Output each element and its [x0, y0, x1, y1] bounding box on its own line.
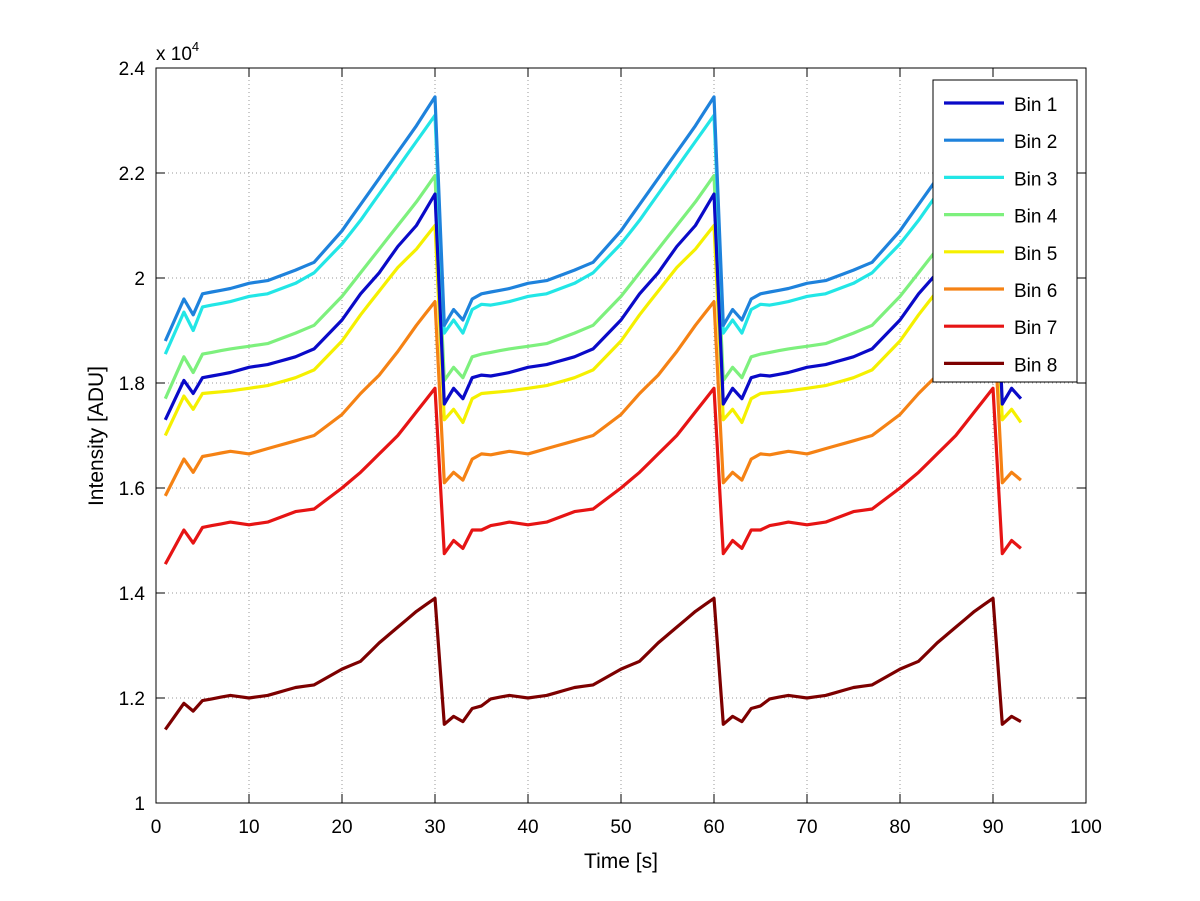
- series-line-bin-3: [163, 113, 1023, 355]
- y-exponent-label: x 104: [156, 39, 199, 65]
- y-tick-label: 1.2: [119, 689, 145, 710]
- x-tick-label: 30: [424, 817, 445, 838]
- series-line-bin-1: [163, 192, 1023, 421]
- x-tick-label: 100: [1070, 817, 1102, 838]
- x-tick-label: 50: [610, 817, 631, 838]
- y-tick-label: 2: [134, 269, 145, 290]
- series-line-bin-4: [163, 174, 1023, 400]
- y-tick-label: 1.4: [119, 584, 146, 605]
- y-axis-label: Intensity [ADU]: [85, 366, 108, 506]
- legend-label-bin-8: Bin 8: [1014, 355, 1057, 376]
- legend-label-bin-6: Bin 6: [1014, 281, 1057, 302]
- series-line-bin-2: [163, 95, 1023, 342]
- legend-label-bin-2: Bin 2: [1014, 132, 1057, 153]
- y-tick-label: 2.2: [119, 164, 145, 185]
- legend: Bin 1 Bin 2 Bin 3 Bin 4 Bin 5 Bin 6 Bin 7 Bin 8: [932, 79, 1078, 383]
- x-tick-label: 20: [331, 817, 352, 838]
- x-tick-label: 90: [982, 817, 1003, 838]
- series-lines: [163, 95, 1023, 731]
- y-tick-label: 1: [134, 794, 145, 815]
- legend-box: [932, 79, 1078, 383]
- y-tick-label: 2.4: [119, 59, 146, 80]
- series-line-bin-8: [163, 596, 1022, 731]
- tick-labels: 0 10 20 30 40 50 60 70 80 90 100 1 1.2 1.4 1.6 1.8 2 2.2 2…: [119, 59, 1102, 838]
- x-axis-label: Time [s]: [584, 850, 658, 873]
- x-tick-label: 10: [238, 817, 259, 838]
- legend-label-bin-1: Bin 1: [1014, 95, 1057, 116]
- x-tick-label: 0: [151, 817, 162, 838]
- x-tick-label: 70: [796, 817, 817, 838]
- y-tick-label: 1.8: [119, 374, 145, 395]
- series-line-bin-7: [163, 386, 1022, 565]
- x-tick-label: 80: [889, 817, 910, 838]
- legend-label-bin-7: Bin 7: [1014, 318, 1057, 339]
- x-tick-label: 40: [517, 817, 538, 838]
- series-line-bin-5: [163, 223, 1023, 437]
- legend-label-bin-4: Bin 4: [1014, 207, 1058, 228]
- grid: [156, 68, 1086, 803]
- series-line-bin-6: [163, 300, 1022, 497]
- y-tick-label: 1.6: [119, 479, 145, 500]
- ticks: [155, 67, 1087, 804]
- y-exponent-power: 4: [192, 39, 199, 54]
- legend-label-bin-3: Bin 3: [1014, 169, 1057, 190]
- legend-label-bin-5: Bin 5: [1014, 244, 1057, 265]
- x-tick-label: 60: [703, 817, 724, 838]
